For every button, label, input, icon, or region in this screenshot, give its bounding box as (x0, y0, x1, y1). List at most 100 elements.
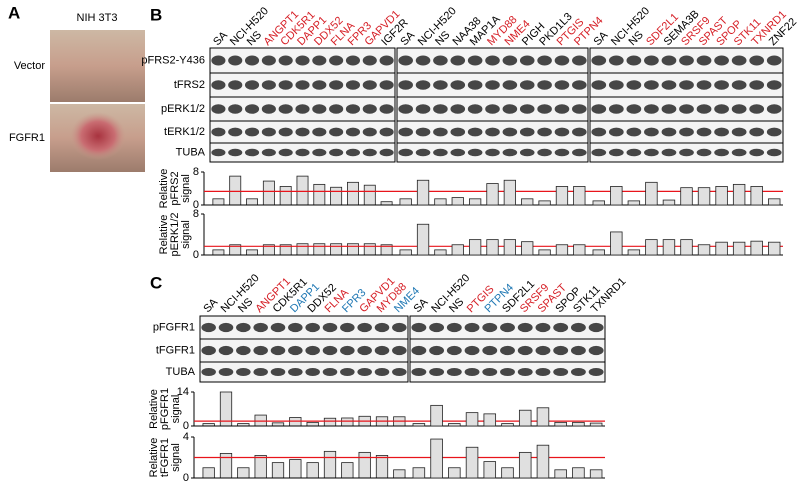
band (502, 80, 518, 90)
band (482, 322, 498, 333)
bar (768, 198, 781, 206)
band (500, 368, 515, 376)
bar (750, 240, 763, 256)
tumor (70, 112, 126, 160)
row-label: TUBA (176, 146, 206, 158)
band (731, 148, 747, 157)
bar (313, 183, 326, 206)
band (714, 148, 729, 157)
band (591, 104, 607, 114)
band (415, 104, 431, 114)
bar (483, 413, 497, 427)
band (588, 345, 604, 356)
band (467, 127, 483, 137)
bar (434, 249, 447, 256)
band (345, 104, 361, 114)
band (450, 55, 466, 66)
bar (296, 243, 309, 256)
band (305, 368, 320, 376)
bar (610, 186, 623, 206)
y-axis-label: signal (170, 395, 182, 424)
bar (279, 186, 292, 206)
band (679, 55, 694, 66)
bar (589, 469, 603, 479)
y-tick-label: 4 (183, 431, 189, 443)
band (485, 80, 500, 90)
bar (536, 444, 550, 479)
band (608, 127, 624, 137)
band (429, 322, 445, 333)
band (201, 368, 216, 376)
band (362, 55, 377, 66)
band (278, 55, 293, 66)
bar (610, 231, 623, 256)
band (329, 148, 344, 157)
band (572, 104, 587, 114)
band (244, 148, 260, 157)
band (591, 55, 607, 66)
band (450, 80, 466, 90)
band (537, 127, 552, 137)
panel-label: B (150, 5, 162, 24)
band (537, 148, 552, 157)
band (572, 148, 587, 157)
bar (262, 180, 275, 206)
band (329, 127, 344, 137)
band (608, 148, 624, 157)
band (261, 148, 276, 157)
band (588, 322, 604, 333)
band (519, 55, 535, 66)
band (433, 148, 448, 157)
bar (680, 187, 693, 206)
band (288, 322, 303, 333)
band (415, 148, 431, 157)
band (218, 345, 234, 356)
band (228, 104, 243, 114)
band (236, 322, 251, 333)
band (362, 104, 377, 114)
y-axis-label: pERK1/2 (169, 212, 181, 256)
band (485, 148, 500, 157)
band (519, 104, 535, 114)
band (329, 104, 344, 114)
bar (662, 239, 676, 256)
bar (202, 467, 215, 479)
bar (486, 239, 499, 256)
band (467, 80, 483, 90)
bar (271, 462, 285, 479)
band (500, 345, 515, 356)
band (379, 55, 394, 66)
band (201, 322, 216, 333)
y-axis-label: Relative (158, 215, 170, 255)
band (749, 148, 765, 157)
y-tick-label: 0 (193, 249, 199, 261)
bar (289, 459, 302, 479)
band (467, 55, 483, 66)
band (357, 322, 372, 333)
band (535, 368, 551, 376)
band (295, 127, 310, 137)
band (312, 127, 327, 137)
band (398, 148, 413, 157)
bar (469, 198, 482, 206)
band (261, 55, 276, 66)
bar (697, 187, 711, 206)
band (278, 148, 293, 157)
bar (430, 404, 443, 427)
band (661, 104, 677, 114)
band (278, 104, 293, 114)
y-axis-label: signal (180, 174, 192, 203)
y-tick-label: 0 (193, 199, 199, 211)
band (415, 127, 431, 137)
bar (416, 223, 430, 256)
band (253, 368, 268, 376)
band (392, 368, 407, 376)
bar (573, 186, 586, 206)
band (295, 148, 310, 157)
bar (246, 198, 258, 206)
band (244, 80, 260, 90)
bar (573, 244, 586, 256)
band (714, 80, 729, 90)
band (591, 148, 607, 157)
band (553, 368, 569, 376)
